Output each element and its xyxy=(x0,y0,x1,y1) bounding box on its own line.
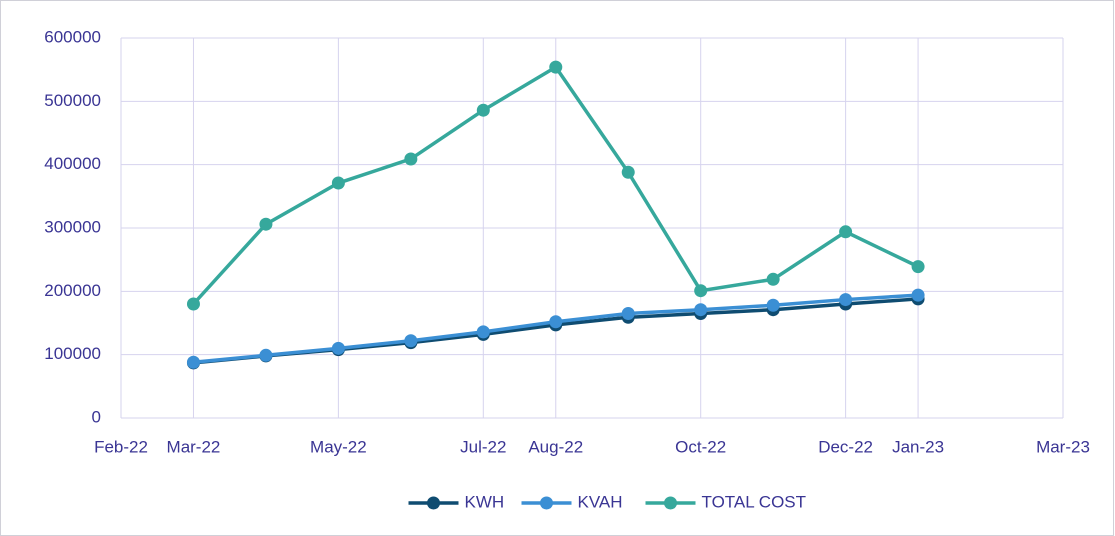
legend-marker xyxy=(427,496,440,510)
data-point xyxy=(186,297,200,311)
data-point xyxy=(839,293,853,307)
data-point xyxy=(331,341,345,355)
legend-label: KVAH xyxy=(578,492,623,511)
y-tick-label: 0 xyxy=(92,407,101,426)
data-point xyxy=(549,315,563,329)
y-tick-label: 300000 xyxy=(44,217,101,236)
x-tick-label: Aug-22 xyxy=(528,437,583,456)
data-point xyxy=(259,217,273,231)
y-tick-label: 500000 xyxy=(44,91,101,110)
data-point xyxy=(621,307,635,320)
data-point xyxy=(694,284,708,298)
x-tick-label: May-22 xyxy=(310,437,367,456)
data-point xyxy=(839,225,853,239)
data-point xyxy=(259,348,273,362)
x-tick-label: Feb-22 xyxy=(94,437,148,456)
legend-marker xyxy=(540,496,553,510)
data-point xyxy=(186,355,200,369)
data-point xyxy=(911,288,925,302)
data-point xyxy=(694,303,708,317)
data-point xyxy=(476,103,490,117)
y-tick-label: 400000 xyxy=(44,154,101,173)
data-point xyxy=(476,325,490,339)
data-point xyxy=(404,334,418,348)
y-tick-label: 600000 xyxy=(44,27,101,46)
data-point xyxy=(766,272,780,286)
x-tick-label: Jan-23 xyxy=(892,437,944,456)
y-tick-label: 200000 xyxy=(44,281,101,300)
data-point xyxy=(404,152,418,166)
legend-label: KWH xyxy=(465,492,505,511)
x-tick-label: Jul-22 xyxy=(460,437,506,456)
x-tick-label: Mar-22 xyxy=(167,437,221,456)
data-point xyxy=(911,260,925,274)
y-tick-label: 100000 xyxy=(44,344,101,363)
legend-label: TOTAL COST xyxy=(702,492,807,511)
data-point xyxy=(331,176,345,190)
data-point xyxy=(621,165,635,179)
x-tick-label: Oct-22 xyxy=(675,437,726,456)
x-tick-label: Dec-22 xyxy=(818,437,873,456)
data-point xyxy=(766,298,780,312)
data-point xyxy=(549,60,563,74)
legend-marker xyxy=(664,496,677,510)
x-tick-label: Mar-23 xyxy=(1036,437,1090,456)
